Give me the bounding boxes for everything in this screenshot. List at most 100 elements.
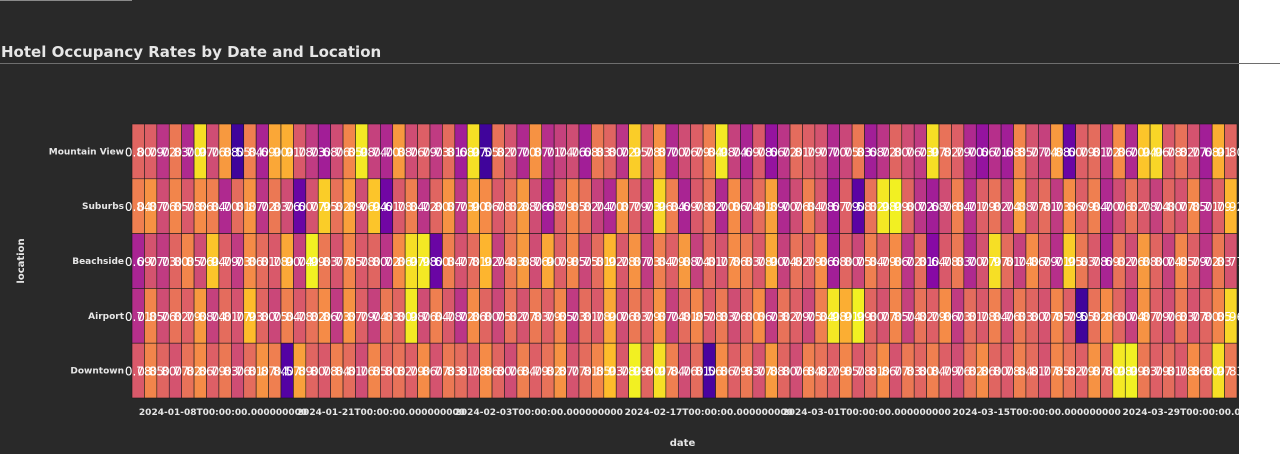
cell-value-label: 0.76 [224, 365, 251, 379]
cell-value-label: 0.79 [783, 310, 810, 324]
cell-value-label: 0.86 [932, 310, 959, 324]
cell-value-label: 0.82 [497, 310, 524, 324]
cell-value-label: 0.77 [1031, 310, 1058, 324]
cell-value-label: 0.74 [1031, 145, 1058, 159]
cell-value-label: 0.82 [1106, 255, 1133, 269]
cell-value-label: 0.88 [212, 145, 239, 159]
cell-value-label: 0.96 [1217, 310, 1239, 324]
cell-value-label: 0.77 [423, 365, 450, 379]
cell-value-label: 0.77 [324, 255, 351, 269]
cell-value-label: 0.75 [795, 310, 822, 324]
cell-value-label: 0.86 [746, 310, 773, 324]
cell-value-label: 0.78 [932, 255, 959, 269]
cell-value-label: 0.80 [907, 365, 934, 379]
cell-value-label: 0.92 [1217, 200, 1239, 214]
x-tick-label: 2024-03-01T00:00:00.000000000 [783, 408, 951, 418]
cell-value-label: 0.98 [410, 255, 437, 269]
cell-value-label: 0.88 [1131, 255, 1158, 269]
cell-value-label: 0.82 [857, 200, 884, 214]
y-tick-label: Mountain View [49, 147, 124, 157]
cell-value-label: 0.80 [1155, 200, 1182, 214]
cell-value-label: 0.81 [746, 200, 773, 214]
cell-value-label: 0.78 [311, 365, 338, 379]
cell-value-label: 0.95 [621, 145, 648, 159]
cell-value-label: 0.76 [187, 255, 214, 269]
cell-value-label: 0.80 [249, 310, 276, 324]
chart-panel: Hotel Occupancy Rates by Date and Locati… [0, 0, 1239, 454]
y-tick-label: Suburbs [82, 202, 124, 212]
x-tick-label: 2024-02-03T00:00:00.000000000 [455, 408, 623, 418]
cell-value-label: 0.76 [522, 255, 549, 269]
cell-value-label: 0.96 [1143, 145, 1170, 159]
cell-value-label: 0.79 [1143, 310, 1170, 324]
cell-value-label: 0.85 [547, 310, 574, 324]
cell-value-label: 0.79 [1031, 255, 1058, 269]
y-tick-label: Airport [88, 312, 125, 322]
cell-value-label: 0.72 [373, 255, 400, 269]
cell-value-label: 0.91 [1205, 145, 1232, 159]
cell-value-label: 0.84 [423, 310, 450, 324]
cell-value-label: 0.90 [758, 255, 785, 269]
cell-value-label: 0.80 [361, 255, 388, 269]
cell-value-label: 0.81 [572, 365, 599, 379]
cell-value-label: 0.71 [982, 145, 1009, 159]
cell-value-label: 0.72 [609, 145, 636, 159]
cell-value-label: 0.77 [299, 200, 326, 214]
cell-value-label: 0.99 [845, 310, 872, 324]
cell-value-label: 0.70 [708, 200, 735, 214]
cell-value-label: 0.78 [609, 255, 636, 269]
cell-value-label: 0.78 [435, 310, 462, 324]
cell-value-label: 0.67 [820, 200, 847, 214]
cell-value-label: 0.87 [646, 310, 673, 324]
cell-value-label: 0.60 [286, 200, 313, 214]
cell-value-label: 0.78 [746, 145, 773, 159]
cell-value-label: 0.70 [1118, 145, 1145, 159]
cell-value-label: 0.79 [212, 255, 239, 269]
cell-value-label: 0.79 [1180, 255, 1207, 269]
cell-value-label: 0.86 [187, 365, 214, 379]
cell-value-label: 0.75 [845, 255, 872, 269]
cell-value-label: 0.83 [1068, 255, 1095, 269]
cell-value-label: 0.70 [597, 200, 624, 214]
cell-value-label: 0.60 [1056, 145, 1083, 159]
y-tick-label: Downtown [70, 367, 124, 377]
cell-value-label: 0.75 [572, 255, 599, 269]
cell-value-label: 0.56 [696, 365, 723, 379]
cell-value-label: 0.80 [162, 255, 189, 269]
cell-value-label: 0.82 [907, 310, 934, 324]
cell-value-label: 0.74 [547, 145, 574, 159]
cell-value-label: 0.83 [944, 255, 971, 269]
cell-value-label: 0.83 [584, 145, 611, 159]
cell-value-label: 0.76 [324, 145, 351, 159]
cell-value-label: 0.77 [708, 255, 735, 269]
cell-value-label: 0.84 [261, 365, 288, 379]
cell-value-label: 0.85 [559, 200, 586, 214]
cell-value-label: 0.88 [510, 255, 537, 269]
cell-value-label: 0.74 [286, 255, 313, 269]
cell-value-label: 0.89 [758, 200, 785, 214]
cell-value-label: 0.86 [721, 255, 748, 269]
heatmap-chart: 0.800.790.720.830.700.970.760.880.550.84… [16, 123, 1239, 449]
cell-value-label: 0.80 [1217, 145, 1239, 159]
cell-value-label: 0.93 [597, 365, 624, 379]
cell-value-label: 0.73 [1044, 200, 1071, 214]
cell-value-label: 0.97 [919, 145, 946, 159]
cell-value-label: 0.97 [646, 365, 673, 379]
cell-value-label: 0.81 [783, 145, 810, 159]
cell-value-label: 0.79 [795, 255, 822, 269]
cell-value-label: 0.68 [1193, 145, 1220, 159]
cell-value-label: 0.78 [845, 365, 872, 379]
cell-value-label: 0.81 [224, 200, 251, 214]
cell-value-label: 0.80 [386, 310, 413, 324]
cell-value-label: 0.89 [336, 200, 363, 214]
cell-value-label: 0.82 [1081, 310, 1108, 324]
cell-value-label: 0.69 [249, 145, 276, 159]
cell-value-label: 0.73 [299, 145, 326, 159]
cell-value-label: 0.68 [535, 200, 562, 214]
cell-value-label: 0.73 [907, 145, 934, 159]
cell-value-label: 0.76 [398, 145, 425, 159]
cell-value-label: 0.83 [1006, 310, 1033, 324]
cell-value-label: 0.80 [125, 145, 152, 159]
cell-value-label: 0.71 [1044, 255, 1071, 269]
cell-value-label: 0.86 [1106, 145, 1133, 159]
